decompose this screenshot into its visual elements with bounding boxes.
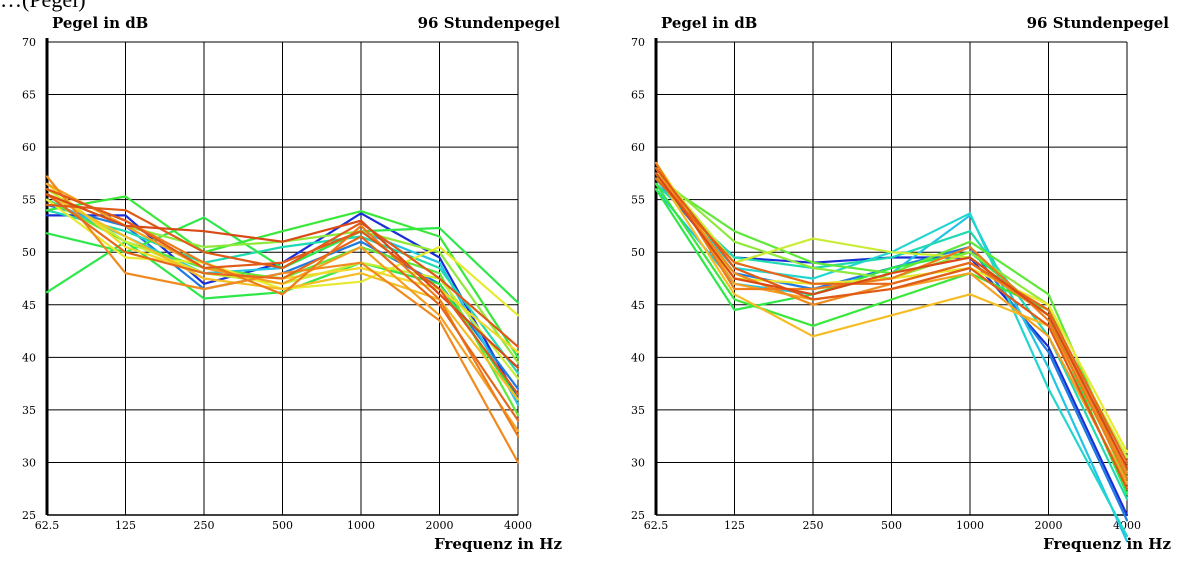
series-line-18 xyxy=(655,172,1128,469)
x-tick-label: 62.5 xyxy=(35,519,60,532)
x-tick-label: 500 xyxy=(272,519,293,532)
series-line-15 xyxy=(46,175,519,464)
x-tick-label: 125 xyxy=(115,519,136,532)
series-line-15 xyxy=(655,161,1128,480)
x-tick-label: 500 xyxy=(881,519,902,532)
x-tick-label: 250 xyxy=(803,519,824,532)
x-tick-label: 2000 xyxy=(426,519,454,532)
y-tick-label: 25 xyxy=(22,509,36,522)
y-tick-label: 45 xyxy=(22,299,36,312)
y-tick-label: 50 xyxy=(631,246,645,259)
y-axis-label: Pegel in dB xyxy=(661,14,757,32)
x-axis-label: Frequenz in Hz xyxy=(434,535,562,553)
series-line-4 xyxy=(46,209,519,375)
y-tick-label: 70 xyxy=(22,36,36,49)
y-tick-label: 35 xyxy=(22,404,36,417)
series-group xyxy=(46,175,519,464)
y-tick-label: 45 xyxy=(631,299,645,312)
chart-panel-2: 25 30 35 40 45 50 55 60 65 70 62.5 125 250 500 1000 200… xyxy=(631,14,1171,553)
x-tick-label: 1000 xyxy=(347,519,375,532)
x-tick-label: 125 xyxy=(724,519,745,532)
x-tick-label: 2000 xyxy=(1035,519,1063,532)
y-tick-label: 25 xyxy=(631,509,645,522)
x-tick-label: 4000 xyxy=(504,519,532,532)
y-tick-label: 30 xyxy=(22,456,36,469)
y-tick-label: 50 xyxy=(22,246,36,259)
y-tick-label: 55 xyxy=(22,194,36,207)
y-tick-label: 60 xyxy=(22,141,36,154)
y-tick-label: 30 xyxy=(631,456,645,469)
series-line-7 xyxy=(46,195,519,359)
series-line-18 xyxy=(46,203,519,348)
series-line-16 xyxy=(655,177,1128,464)
chart-title: 96 Stundenpegel xyxy=(418,14,561,32)
y-tick-label: 40 xyxy=(22,351,36,364)
y-axis-label: Pegel in dB xyxy=(52,14,148,32)
y-tick-label: 55 xyxy=(631,194,645,207)
series-line-19 xyxy=(46,193,519,369)
chart-panel-1: 25 30 35 40 45 50 55 60 65 70 62.5 125 250 500 1000 200… xyxy=(22,14,562,553)
series-line-17 xyxy=(46,193,519,422)
series-line-20 xyxy=(46,188,519,396)
y-tick-label: 70 xyxy=(631,36,645,49)
x-tick-label: 62.5 xyxy=(644,519,669,532)
y-tick-label: 40 xyxy=(631,351,645,364)
y-tick-label: 65 xyxy=(631,89,645,102)
series-group xyxy=(655,161,1128,543)
y-tick-label: 65 xyxy=(22,89,36,102)
series-line-17 xyxy=(655,167,1128,490)
x-tick-label: 1000 xyxy=(956,519,984,532)
chart-title: 96 Stundenpegel xyxy=(1027,14,1170,32)
y-tick-label: 60 xyxy=(631,141,645,154)
caption-fragment: …(Pegel) xyxy=(0,0,86,13)
x-axis-label: Frequenz in Hz xyxy=(1043,535,1171,553)
x-tick-label: 250 xyxy=(194,519,215,532)
y-tick-label: 35 xyxy=(631,404,645,417)
